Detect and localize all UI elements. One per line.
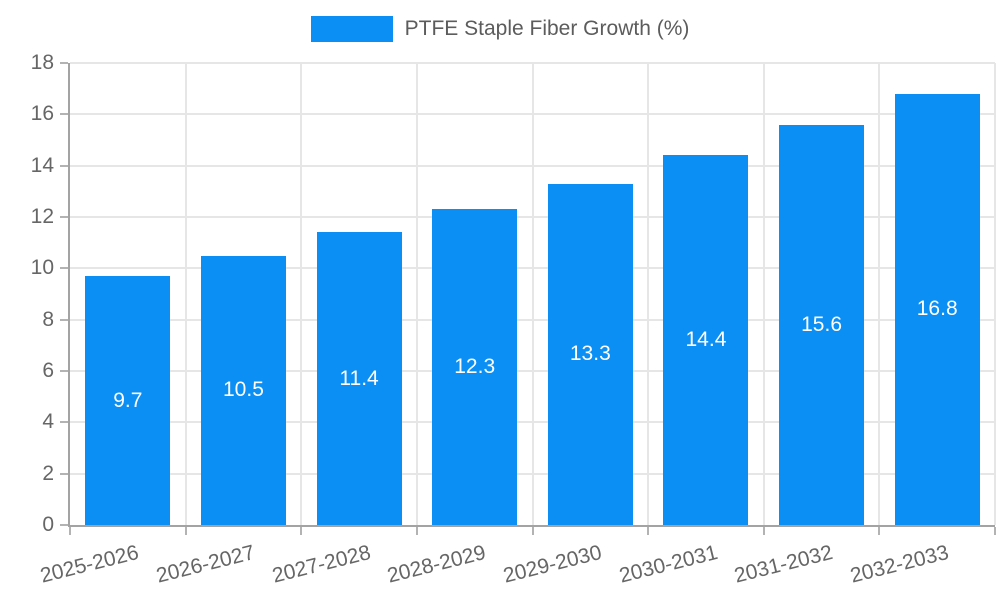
- y-axis-tick-label: 6: [42, 359, 54, 382]
- x-axis-tick-label: 2027-2028: [269, 541, 373, 588]
- x-gridline: [994, 63, 996, 525]
- y-axis-tick: [60, 370, 68, 372]
- plot-area: 0 2 4 6 8 10 12 14 16 18 9.7 2025-2026 10.5 2026-2027…: [31, 51, 996, 588]
- y-axis-tick: [60, 267, 68, 270]
- bar: 15.6: [779, 124, 865, 525]
- x-axis-tick-label: 2026-2027: [153, 541, 258, 588]
- bar: 13.3: [547, 183, 633, 525]
- y-axis-tick: [60, 524, 68, 526]
- x-axis-tick: [762, 527, 765, 535]
- x-axis-tick: [415, 527, 418, 535]
- x-gridline: [531, 63, 534, 525]
- x-axis-tick: [878, 527, 881, 535]
- x-axis-tick-label: 2030-2031: [616, 541, 720, 588]
- bar-value-label: 12.3: [454, 355, 496, 379]
- bar-value-label: 10.5: [223, 378, 264, 402]
- x-gridline: [184, 63, 187, 525]
- x-axis-tick: [994, 527, 996, 535]
- bar-value-label: 9.7: [113, 388, 143, 412]
- x-gridline: [415, 63, 418, 525]
- x-gridline: [300, 63, 303, 525]
- y-axis-tick: [60, 113, 68, 116]
- y-axis-tick-label: 8: [42, 307, 54, 331]
- bar: 16.8: [894, 93, 980, 525]
- y-axis-tick: [60, 421, 68, 424]
- y-axis-tick-label: 14: [30, 153, 54, 177]
- bar-value-label: 14.4: [685, 328, 727, 352]
- x-axis-tick: [531, 527, 534, 535]
- y-axis-tick: [60, 216, 68, 218]
- y-axis-tick: [60, 62, 68, 64]
- x-axis-tick-label: 2032-2033: [847, 541, 951, 588]
- x-axis-tick: [647, 527, 650, 535]
- bar-value-label: 15.6: [801, 312, 842, 336]
- y-axis-tick-label: 12: [30, 205, 54, 228]
- x-axis-tick-label: 2028-2029: [385, 541, 489, 588]
- bar: 12.3: [432, 209, 518, 525]
- y-axis-tick-label: 16: [30, 102, 54, 126]
- legend-label: PTFE Staple Fiber Growth (%): [404, 17, 690, 40]
- y-axis-tick-label: 0: [42, 513, 54, 536]
- x-gridline: [647, 63, 650, 525]
- x-axis-tick: [300, 527, 303, 535]
- x-axis-tick: [184, 527, 187, 535]
- x-gridline: [762, 63, 765, 525]
- y-axis-tick-label: 10: [30, 256, 54, 280]
- y-axis-tick-label: 4: [42, 410, 54, 434]
- x-axis-tick-label: 2025-2026: [38, 541, 142, 588]
- x-axis-tick-label: 2031-2032: [732, 541, 836, 588]
- legend[interactable]: PTFE Staple Fiber Growth (%): [0, 16, 1000, 42]
- bar-value-label: 13.3: [569, 342, 611, 366]
- bar: 11.4: [316, 232, 402, 525]
- bar-value-label: 11.4: [339, 366, 379, 390]
- bar: 9.7: [85, 276, 171, 525]
- x-gridline: [878, 63, 881, 525]
- legend-swatch: [310, 16, 393, 42]
- y-axis-tick-label: 18: [30, 51, 54, 74]
- x-axis-tick-label: 2029-2030: [500, 541, 604, 588]
- bar: 10.5: [200, 255, 286, 525]
- bar-value-label: 16.8: [916, 297, 958, 321]
- y-axis-tick: [60, 318, 68, 321]
- bar: 14.4: [663, 155, 749, 525]
- x-axis-tick: [69, 527, 71, 535]
- y-axis-tick-label: 2: [42, 461, 54, 485]
- y-axis-tick: [60, 472, 68, 475]
- y-axis-tick: [60, 164, 68, 167]
